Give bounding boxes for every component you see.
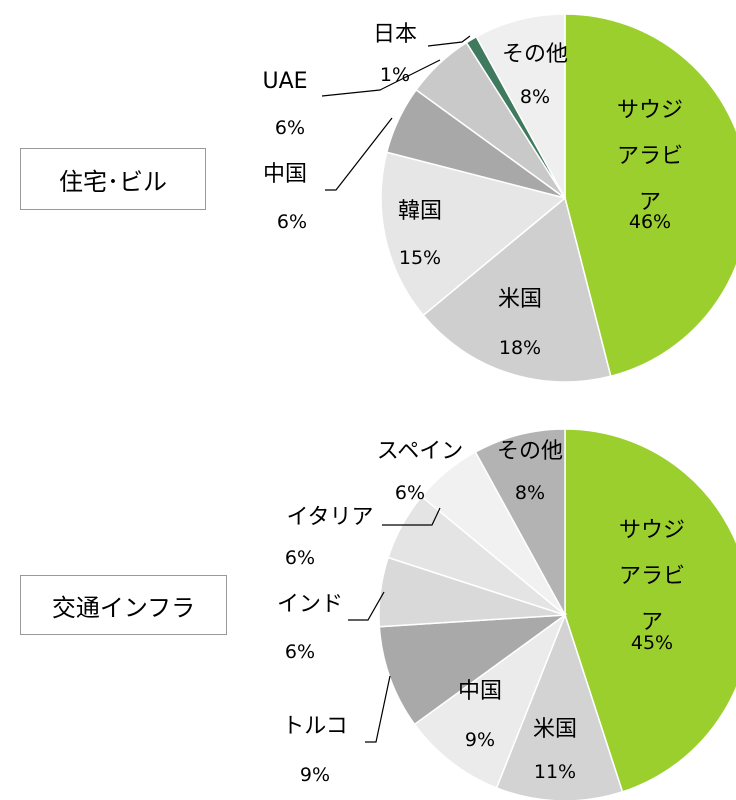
pie-slice xyxy=(564,13,736,378)
pie-slice xyxy=(564,428,736,793)
slice-label: 米国 xyxy=(532,717,578,742)
slice-label: サウジ アラビア xyxy=(618,518,685,635)
value-label: 18% xyxy=(498,337,542,359)
slice-label: 米国 xyxy=(497,287,543,312)
slice-label: 中国 xyxy=(457,679,503,704)
value-label: 11% xyxy=(533,761,577,783)
value-label: 6% xyxy=(394,482,426,504)
value-label: 6% xyxy=(274,117,306,139)
slice-label: イタリア xyxy=(286,505,374,530)
pie-slice xyxy=(475,13,566,199)
leader-line xyxy=(365,675,391,743)
value-label: 9% xyxy=(299,764,331,786)
slice-label: その他 xyxy=(496,439,564,464)
value-label: 46% xyxy=(628,211,672,233)
chart-title: 交通インフラ xyxy=(20,575,227,635)
slice-label: サウジ アラビア xyxy=(616,98,683,215)
leader-line xyxy=(382,507,441,526)
value-label: 15% xyxy=(398,247,442,269)
leader-line xyxy=(325,117,393,191)
pie-slice xyxy=(495,612,624,800)
leader-line xyxy=(427,35,471,47)
pie-slice xyxy=(380,151,567,317)
leader-line xyxy=(321,59,441,97)
leader-lines xyxy=(321,35,471,743)
value-label: 6% xyxy=(284,547,316,569)
pie-slice xyxy=(474,428,566,616)
slice-label: 中国 xyxy=(262,162,308,187)
slice-label: その他 xyxy=(501,42,569,67)
slice-label: スペイン xyxy=(376,439,464,464)
pie-slice xyxy=(413,612,567,789)
value-label: 1% xyxy=(379,64,411,86)
value-label: 6% xyxy=(284,641,316,663)
slice-label: UAE xyxy=(262,69,308,94)
value-label: 8% xyxy=(514,482,546,504)
value-label: 8% xyxy=(519,86,551,108)
value-label: 9% xyxy=(464,729,496,751)
value-label: 6% xyxy=(276,211,308,233)
pie-slice xyxy=(422,196,612,383)
slice-label: 日本 xyxy=(372,22,418,47)
value-label: 45% xyxy=(630,632,674,654)
leader-line xyxy=(348,591,385,621)
slice-label: 韓国 xyxy=(397,199,443,224)
slice-label: インド xyxy=(276,592,344,617)
slice-label: トルコ xyxy=(282,714,348,739)
chart-title: 住宅･ビル xyxy=(20,148,206,210)
